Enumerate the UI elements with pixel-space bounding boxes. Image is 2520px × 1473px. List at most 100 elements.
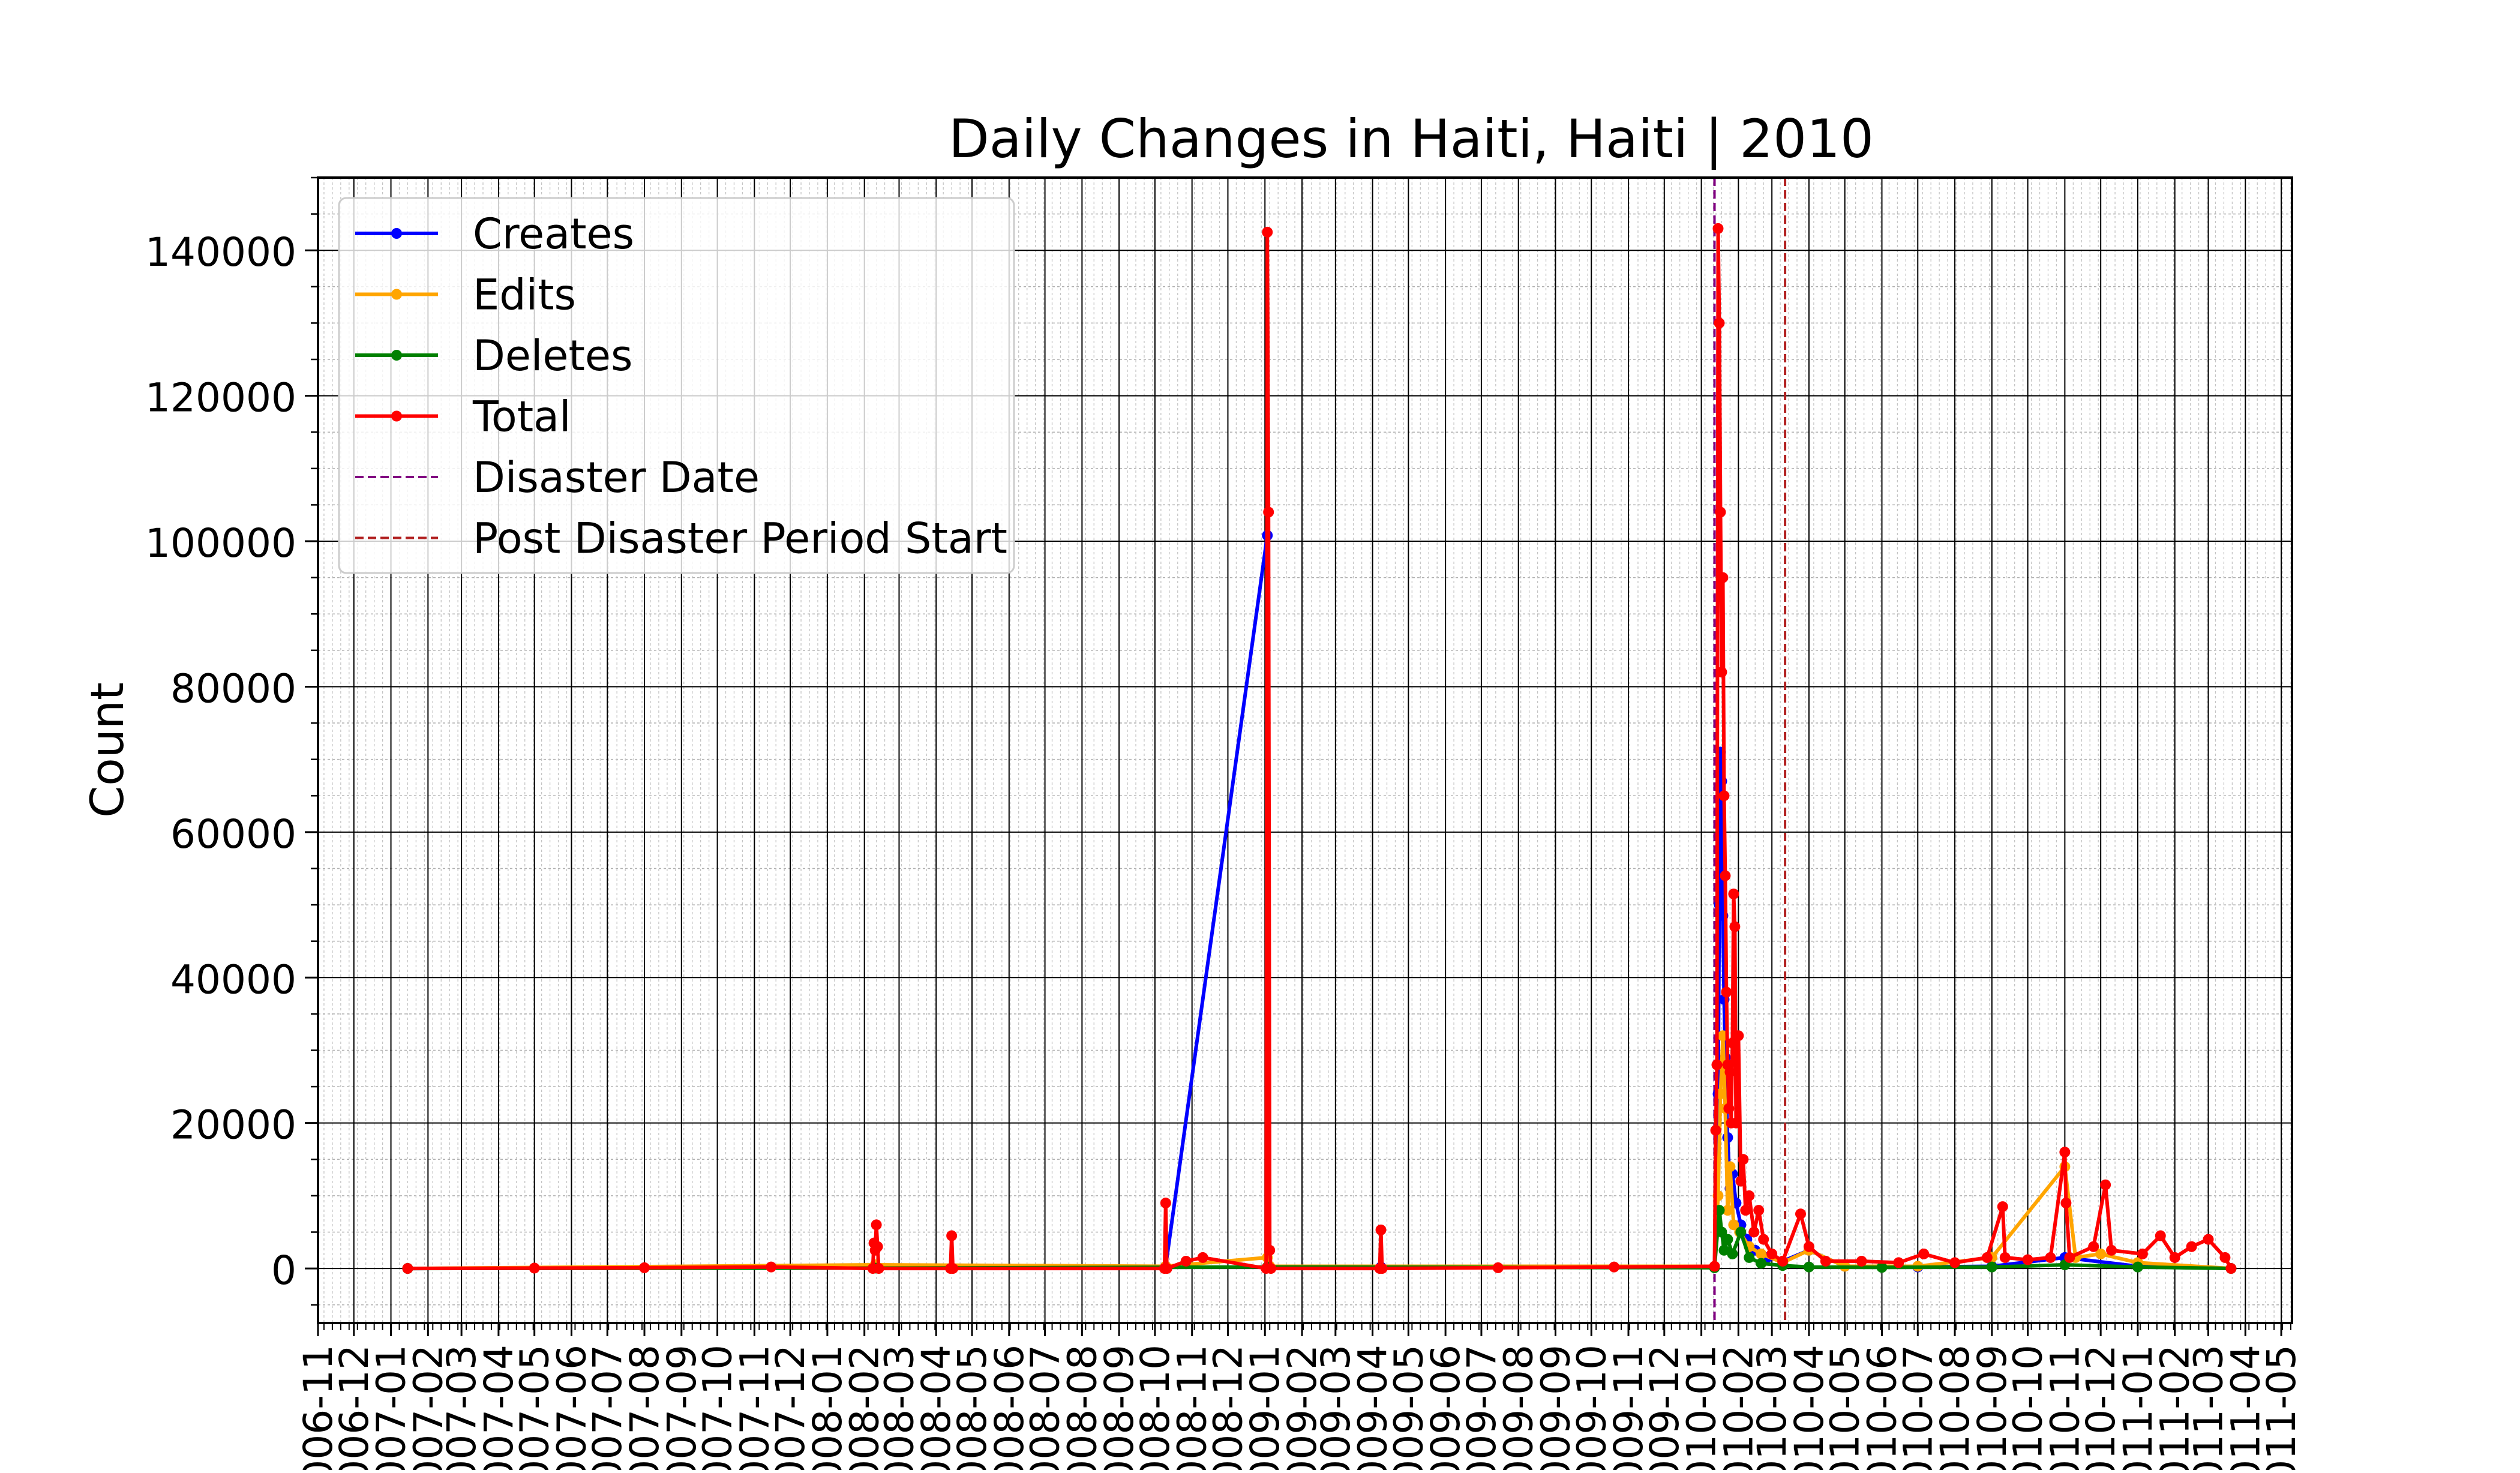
legend-label: Deletes [473,331,632,380]
legend-marker [391,289,402,300]
data-point [402,1263,413,1274]
x-tick-label: 2007-06 [548,1345,595,1470]
x-tick-label: 2007-01 [368,1345,415,1470]
x-tick-label: 2011-03 [2186,1345,2232,1470]
x-tick-label: 2009-07 [1459,1345,1505,1470]
x-tick-label: 2008-11 [1169,1345,1216,1470]
data-point [2186,1241,2197,1252]
x-tick-label: 2008-05 [949,1345,995,1470]
x-tick-label: 2006-12 [331,1345,377,1470]
data-point [2132,1261,2143,1273]
x-tick-label: 2010-06 [1859,1345,1905,1470]
data-point [946,1230,958,1241]
data-point [1738,1154,1749,1165]
legend-marker [391,410,402,422]
data-point [1876,1262,1888,1273]
legend-label: Total [472,392,571,442]
data-point [2137,1248,2148,1259]
x-tick-label: 2009-08 [1496,1345,1542,1470]
data-point [1735,1226,1747,1238]
data-point [1712,223,1724,234]
data-point [2100,1179,2111,1190]
data-point [1716,667,1727,678]
grid [317,177,2292,1323]
x-tick-label: 2010-05 [1822,1345,1868,1470]
x-tick-label: 2009-05 [1385,1345,1432,1470]
legend: Creates Edits Deletes Total Disaster Date Pos… [338,197,1015,574]
y-tick-label: 120000 [145,375,296,421]
data-point [1756,1258,1767,1269]
data-point [1728,888,1739,899]
data-point [1777,1255,1789,1267]
data-point [1803,1261,1814,1273]
x-tick-label: 2008-02 [842,1345,888,1470]
data-point [1376,1263,1388,1274]
y-axis: 0 20000 40000 60000 80000 100000 120000 140000 [145,176,318,1306]
data-point [2203,1234,2214,1245]
x-tick-label: 2009-02 [1279,1345,1325,1470]
data-point [1721,986,1732,998]
x-tick-label: 2007-05 [512,1345,558,1470]
data-point [1264,1244,1276,1256]
data-point [1718,1244,1730,1256]
x-tick-label: 2011-01 [2115,1345,2161,1470]
data-point [2045,1252,2056,1263]
data-point [2219,1252,2231,1263]
data-point [1766,1248,1778,1259]
data-point [1744,1190,1755,1201]
data-point [1981,1252,1993,1263]
x-tick-label: 2007-11 [731,1345,778,1470]
x-tick-label: 2009-10 [1568,1345,1615,1470]
x-tick-label: 2008-01 [805,1345,851,1470]
legend-label: Creates [473,209,634,259]
x-tick-label: 2010-10 [2005,1345,2051,1470]
y-axis-label: Count [80,682,134,818]
data-point [1715,506,1726,518]
data-point [1820,1255,1831,1267]
x-tick-label: 2008-08 [1059,1345,1105,1470]
data-point [2225,1263,2237,1274]
y-tick-label: 0 [271,1247,296,1294]
data-point [872,1241,883,1252]
plot-area-border [317,176,2293,1324]
x-tick-label: 2008-04 [913,1345,959,1470]
series-total [402,223,2237,1274]
data-point [1756,1248,1767,1259]
data-point [1744,1252,1755,1263]
data-point [1717,572,1729,583]
legend-marker [391,350,402,361]
legend-label: Post Disaster Period Start [473,514,1007,563]
x-tick-label: 2007-03 [439,1345,485,1470]
data-point [1263,506,1274,518]
data-point [1856,1255,1867,1267]
data-point [1740,1205,1751,1216]
x-tick-label: 2008-06 [986,1345,1033,1470]
x-tick-label: 2009-03 [1313,1345,1359,1470]
series-line [407,226,2233,1271]
legend-marker [391,228,402,239]
x-tick-label: 2006-11 [295,1345,341,1470]
data-point [1492,1262,1504,1273]
data-point [1710,1124,1721,1136]
x-tick-label: 2011-05 [2258,1345,2305,1470]
data-point [1949,1257,1961,1268]
y-tick-label: 100000 [145,520,296,566]
data-point [2059,1147,2071,1158]
x-tick-label: 2008-03 [876,1345,922,1470]
data-point [1729,921,1741,932]
data-point [1375,1224,1387,1235]
data-point [1262,226,1273,238]
data-point [1716,1226,1727,1238]
data-point [1724,1066,1736,1078]
x-tick-label: 2007-08 [622,1345,668,1470]
x-tick-label: 2008-10 [1132,1345,1178,1470]
data-point [873,1263,884,1274]
data-point [1753,1205,1765,1216]
x-tick-label: 2009-06 [1423,1345,1469,1470]
data-point [1999,1252,2011,1263]
x-tick-label: 2009-09 [1532,1345,1579,1470]
x-tick-label: 2011-02 [2152,1345,2198,1470]
data-point [1723,1103,1735,1114]
